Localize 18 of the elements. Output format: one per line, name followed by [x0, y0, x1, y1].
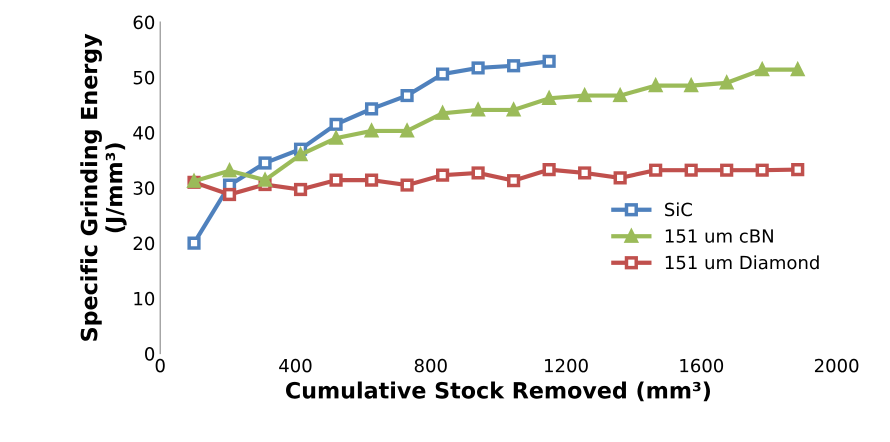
y-tick-label: 50	[134, 70, 154, 84]
y-tick-label: 60	[134, 16, 154, 30]
x-tick-label: 1200	[545, 358, 588, 372]
x-axis-title: Cumulative Stock Removed (mm³)	[286, 381, 710, 402]
y-tick-label: 10	[134, 292, 154, 306]
x-tick-label: 800	[414, 358, 447, 372]
x-tick-label: 1600	[680, 358, 724, 372]
x-tick-label: 400	[279, 358, 312, 372]
legend-label: 151 um cBN	[666, 229, 773, 243]
y-axis-title: Specific Grinding Energy (J/mm³)	[80, 34, 127, 341]
y-tick-label: 20	[134, 236, 154, 250]
y-tick-label: 0	[145, 347, 154, 361]
y-tick-label: 40	[133, 126, 154, 140]
legend-label: SiC	[665, 202, 692, 216]
x-tick-label: 0	[156, 358, 165, 372]
legend-label: 151 um Diamond	[666, 255, 819, 270]
y-tick-label: 30	[134, 181, 154, 195]
x-tick-label: 2000	[814, 358, 858, 372]
